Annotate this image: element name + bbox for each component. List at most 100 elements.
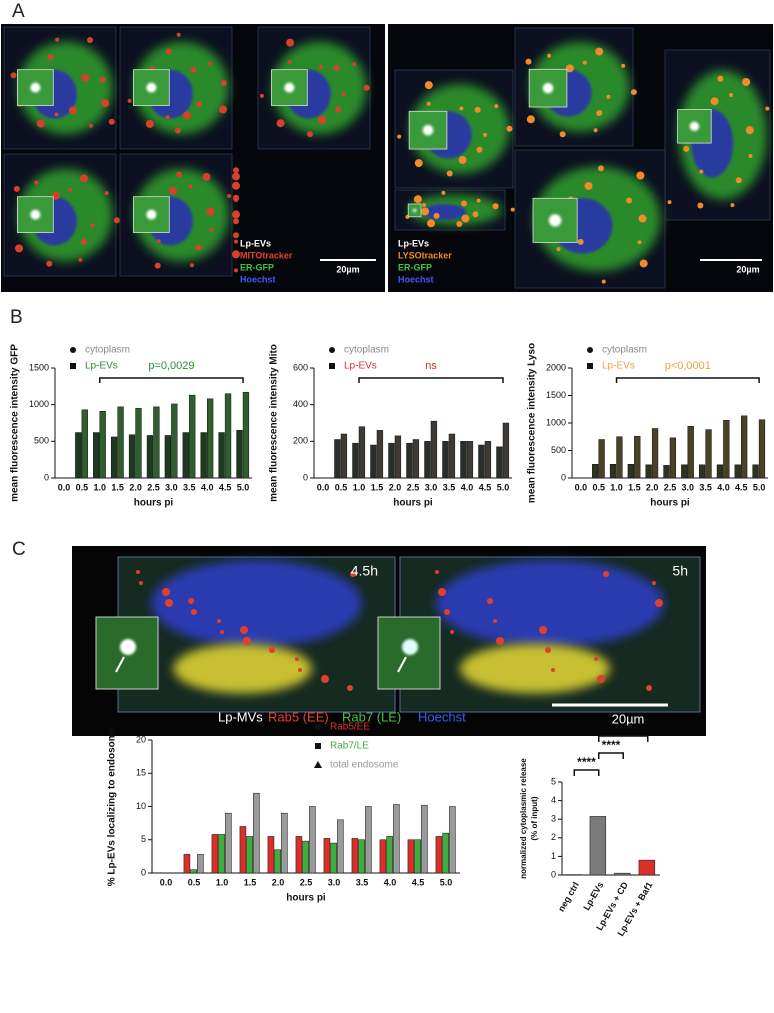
bar (393, 804, 400, 874)
endosome (295, 657, 299, 661)
bar (323, 838, 331, 874)
y-tick-label: 500 (34, 436, 49, 446)
x-tick-label: 2.0 (646, 482, 659, 492)
bar (388, 442, 395, 479)
x-tick-label: 0.0 (58, 482, 71, 492)
bar (197, 854, 204, 874)
organelle (433, 212, 440, 219)
endosome (496, 637, 504, 645)
bar (281, 812, 288, 874)
bar (274, 849, 281, 874)
x-tick-label: 5.0 (440, 877, 453, 887)
organelle (165, 48, 172, 55)
x-tick-label: 1.5 (244, 877, 257, 887)
organelle (699, 169, 704, 174)
endosome (603, 571, 609, 577)
x-tick-label: 1.0 (94, 482, 107, 492)
panel-label: C (12, 539, 26, 560)
organelle (189, 263, 194, 268)
bar (592, 464, 599, 479)
endosome (139, 581, 143, 585)
bar (267, 836, 275, 874)
significance-label: **** (602, 738, 621, 752)
organelle (459, 106, 464, 111)
organelle (15, 244, 24, 253)
x-tick-label: 1.5 (371, 482, 384, 492)
bar (236, 430, 243, 479)
legend-label: cytoplasm (344, 345, 389, 356)
organelle (232, 250, 240, 259)
organelle (742, 78, 751, 87)
x-tick-label: 1.0 (216, 877, 229, 887)
x-tick-label: 4.5 (219, 482, 232, 492)
y-tick-label: 200 (293, 436, 308, 446)
bar (246, 836, 253, 874)
legend-marker (587, 363, 593, 369)
significance-bracket (598, 735, 649, 742)
legend-text: Hoechst (418, 709, 466, 724)
organelle (717, 75, 724, 82)
legend-text: Rab5 (EE) (268, 709, 329, 724)
organelle (559, 131, 566, 138)
x-tick-label: 3.5 (356, 877, 369, 887)
organelle (108, 118, 115, 125)
organelle (630, 89, 637, 96)
significance-bracket (598, 752, 624, 759)
organelle (606, 94, 611, 99)
significance-label: p<0,0001 (665, 360, 711, 372)
organelle (220, 80, 227, 87)
organelle (492, 203, 499, 210)
bar (295, 836, 303, 874)
legend-label: cytoplasm (85, 345, 130, 356)
y-axis-label: mean fluorescence intensity Lyso (527, 343, 538, 503)
bar (135, 408, 142, 479)
bar (430, 420, 438, 479)
bar (81, 409, 88, 479)
y-tick-label: 2000 (546, 362, 566, 372)
arrow (115, 656, 125, 673)
ev-spot (120, 639, 136, 655)
x-tick-label: 2.5 (147, 482, 160, 492)
organelle (232, 172, 240, 181)
bar (376, 430, 384, 479)
x-tick-label: 4.0 (461, 482, 474, 492)
bar (330, 842, 337, 874)
legend-text: Rab7 (LE) (342, 709, 401, 724)
organelle (156, 239, 161, 244)
significance-bracket (615, 377, 760, 383)
y-axis-label: mean fluorescence intensity GFP (10, 344, 21, 502)
x-tick-label: 2.0 (389, 482, 402, 492)
bar (609, 464, 617, 479)
y-tick-label: 15 (136, 768, 146, 778)
time-label: 5h (672, 563, 688, 579)
x-tick-label: 4.0 (201, 482, 214, 492)
y-tick-label: 0 (551, 869, 556, 879)
organelle (176, 171, 183, 178)
endosome (188, 598, 194, 604)
organelle (426, 101, 431, 106)
x-tick-label: 2.5 (407, 482, 420, 492)
bar (242, 391, 250, 479)
bar (171, 403, 178, 479)
organelle (68, 187, 73, 192)
y-tick-label: 20 (136, 734, 146, 744)
endosome (539, 626, 547, 634)
significance-bracket (573, 769, 600, 776)
endosome (652, 581, 656, 585)
bar (421, 804, 428, 874)
significance-label: **** (614, 721, 633, 735)
organelle (414, 159, 423, 168)
organelle (168, 186, 177, 195)
y-tick-label: 5 (551, 776, 556, 786)
endosomes (460, 643, 610, 694)
x-tick-label: 0.5 (335, 482, 348, 492)
organelle (667, 200, 672, 205)
y-axis-label: normalized cytoplasmic release (519, 758, 528, 879)
organelle (421, 207, 430, 216)
x-tick-label: 0.0 (317, 482, 330, 492)
legend-marker (329, 347, 335, 353)
endosome (594, 657, 598, 661)
organelle (626, 197, 633, 204)
bar (687, 426, 694, 479)
organelle (593, 128, 598, 133)
